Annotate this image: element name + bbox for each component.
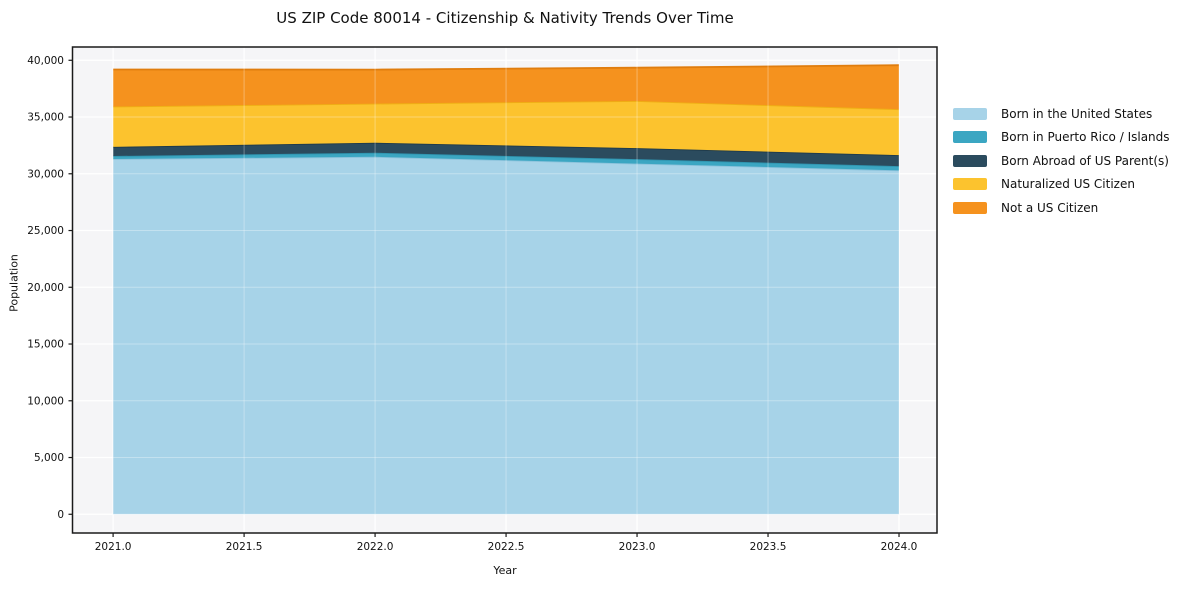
chart-title: US ZIP Code 80014 - Citizenship & Nativi… (276, 9, 734, 27)
legend-label: Born Abroad of US Parent(s) (1001, 153, 1169, 168)
area-born-in-puerto-rico-islands (113, 152, 900, 171)
y-tick-label: 20,000 (27, 282, 64, 294)
legend-item: Born Abroad of US Parent(s) (953, 149, 1170, 173)
y-tick-label: 0 (57, 509, 64, 521)
x-tick-label: 2021.0 (95, 541, 132, 553)
y-tick-label: 5,000 (34, 452, 64, 464)
area-born-in-the-united-states (113, 156, 900, 515)
x-tick-label: 2023.0 (619, 541, 656, 553)
x-tick-label: 2022.5 (488, 541, 525, 553)
x-tick-label: 2023.5 (750, 541, 787, 553)
y-tick-label: 30,000 (27, 168, 64, 180)
area-naturalized-us-citizen (113, 101, 900, 156)
x-axis-label: Year (493, 564, 517, 577)
legend-label: Born in Puerto Rico / Islands (1001, 130, 1170, 145)
y-tick-label: 40,000 (27, 55, 64, 67)
y-tick-label: 25,000 (27, 225, 64, 237)
y-tick-label: 35,000 (27, 112, 64, 124)
y-tick-label: 15,000 (27, 339, 64, 351)
plot-border (71, 46, 938, 534)
legend-item: Not a US Citizen (953, 196, 1170, 220)
x-tick-label: 2024.0 (881, 541, 918, 553)
x-tick-label: 2021.5 (226, 541, 263, 553)
area-not-a-us-citizen (113, 65, 900, 110)
legend-swatch-icon (953, 201, 987, 214)
y-axis-label: Population (7, 254, 21, 312)
legend-item: Born in the United States (953, 102, 1170, 126)
legend-swatch-icon (953, 154, 987, 167)
legend: Born in the United States Born in Puerto … (953, 102, 1170, 220)
legend-swatch-icon (953, 178, 987, 191)
legend-swatch-icon (953, 131, 987, 144)
area-born-abroad-of-us-parent-s (113, 142, 900, 167)
area-edge-not-a-us-citizen (113, 64, 900, 71)
y-tick-label: 10,000 (27, 395, 64, 407)
legend-label: Naturalized US Citizen (1001, 177, 1135, 192)
x-tick-label: 2022.0 (357, 541, 394, 553)
legend-item: Born in Puerto Rico / Islands (953, 126, 1170, 150)
legend-item: Naturalized US Citizen (953, 173, 1170, 197)
legend-label: Born in the United States (1001, 106, 1153, 121)
legend-label: Not a US Citizen (1001, 200, 1099, 215)
legend-swatch-icon (953, 107, 987, 120)
